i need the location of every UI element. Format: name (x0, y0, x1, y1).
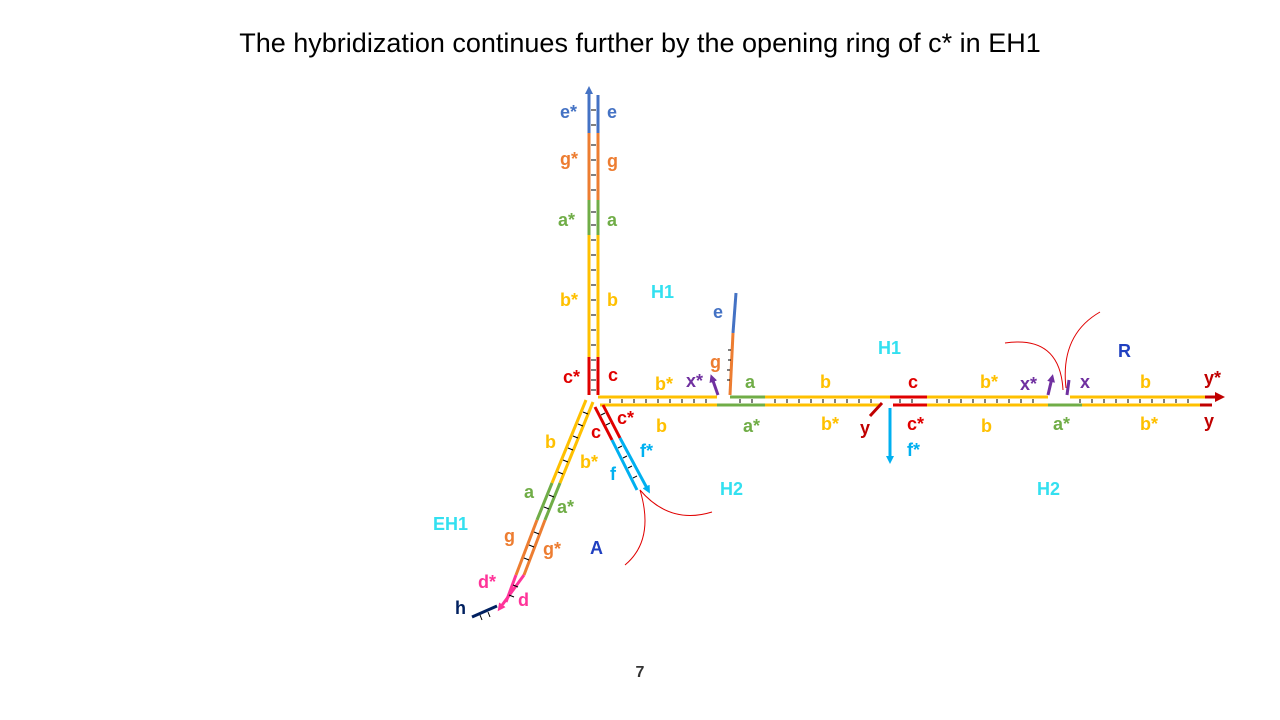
eh1-labels: c* c f* f b b* a a* g g* d* d h (455, 408, 653, 618)
label-b-bottom-2: b (981, 416, 992, 436)
label-e-overhang: e (713, 302, 723, 322)
label-g-overhang: g (710, 352, 721, 372)
label-e-star-vertical: e* (560, 102, 577, 122)
complex-labels: H1 H1 H2 H2 EH1 R A (433, 282, 1131, 558)
label-b-top-2: b (1140, 372, 1151, 392)
label-h1-right: H1 (878, 338, 901, 358)
label-c-star-bottom: c* (907, 414, 924, 434)
y-strand-short (868, 401, 884, 418)
label-x-star-top-2: x* (1020, 374, 1037, 394)
label-d-star-eh1: d* (478, 572, 496, 592)
label-a-vertical: a (607, 210, 618, 230)
horizontal-labels: b* x* e g a b c b* x* x b y* b a* b* y c… (655, 302, 1221, 460)
label-g-vertical: g (607, 151, 618, 171)
label-b-star-top-2: b* (980, 372, 998, 392)
label-f-star-bottom: f* (907, 440, 920, 460)
label-x-top: x (1080, 372, 1090, 392)
label-b-star-vertical: b* (560, 290, 578, 310)
c-f-arm (593, 404, 650, 494)
label-f-cf: f (610, 464, 617, 484)
overhang-e-g (727, 292, 738, 396)
label-f-star-cf: f* (640, 441, 653, 461)
strand-curves (624, 311, 1101, 566)
label-g-eh1: g (504, 526, 515, 546)
label-x-star-top-1: x* (686, 371, 703, 391)
label-a-star-bottom-2: a* (1053, 414, 1070, 434)
label-e-vertical: e (607, 102, 617, 122)
label-b-star-top-1: b* (655, 374, 673, 394)
label-a-star-bottom-1: a* (743, 416, 760, 436)
slide-number: 7 (635, 664, 645, 681)
label-b-top-1: b (820, 372, 831, 392)
label-c-top: c (908, 372, 918, 392)
label-h-eh1: h (455, 598, 466, 618)
label-eh1: EH1 (433, 514, 468, 534)
label-g-star-vertical: g* (560, 149, 578, 169)
label-y-bottom-2: y (1204, 411, 1214, 431)
label-b-bottom-1: b (656, 416, 667, 436)
eh1-arm (471, 399, 595, 621)
label-b-star-bottom-1: b* (821, 414, 839, 434)
label-b-vertical: b (607, 290, 618, 310)
label-g-star-eh1: g* (543, 539, 561, 559)
label-c-star-cf: c* (617, 408, 634, 428)
vertical-arm (585, 86, 600, 395)
label-h2-left: H2 (720, 479, 743, 499)
label-c-cf: c (591, 422, 601, 442)
label-a-eh1: a (524, 482, 535, 502)
label-h1-left: H1 (651, 282, 674, 302)
slide-title: The hybridization continues further by t… (239, 28, 1041, 58)
label-y-star-top: y* (1204, 368, 1221, 388)
label-c-vertical: c (608, 365, 618, 385)
label-a-star-eh1: a* (557, 497, 574, 517)
vertical-arm-labels: e* e g* g a* a b* b c* c (558, 102, 618, 387)
label-c-star-vertical: c* (563, 367, 580, 387)
label-d-eh1: d (518, 590, 529, 610)
label-r: R (1118, 341, 1131, 361)
label-h2-right: H2 (1037, 479, 1060, 499)
label-b-eh1: b (545, 432, 556, 452)
horizontal-duplex (598, 392, 1225, 407)
label-b-star-bottom-2: b* (1140, 414, 1158, 434)
label-a-star-vertical: a* (558, 210, 575, 230)
x-star-arrow-1 (709, 374, 720, 396)
label-b-star-eh1: b* (580, 452, 598, 472)
label-a-top: a (745, 372, 756, 392)
label-a-strand: A (590, 538, 603, 558)
label-y-bottom-1: y (860, 418, 870, 438)
x-star-arrow-2 (1046, 374, 1071, 396)
